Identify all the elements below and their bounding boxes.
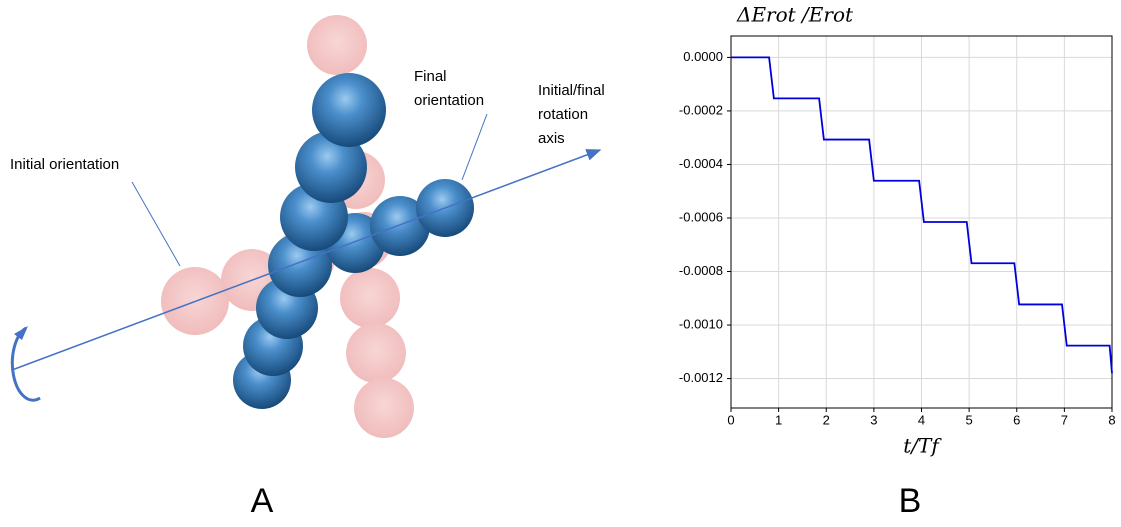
x-tick-label: 5 — [966, 412, 973, 427]
chart-title: ΔErot /Erot — [736, 3, 854, 27]
data-line — [731, 56, 1113, 374]
annotation: Final — [414, 68, 447, 85]
rotation-arrowhead — [14, 326, 28, 340]
leader-line — [461, 113, 488, 181]
y-tick-label: 0.0000 — [683, 49, 723, 64]
y-tick-label: -0.0006 — [679, 209, 723, 224]
annotation: rotation — [538, 106, 588, 123]
y-tick-label: -0.0012 — [679, 370, 723, 385]
y-tick-label: -0.0010 — [679, 316, 723, 331]
x-tick-label: 0 — [727, 412, 734, 427]
x-tick-label: 1 — [775, 412, 782, 427]
panel-label: B — [899, 482, 922, 520]
x-tick-label: 2 — [823, 412, 830, 427]
y-tick-label: -0.0002 — [679, 102, 723, 117]
annotation: Initial/final — [538, 82, 605, 99]
panel-a: Initial orientation Final orientation In… — [10, 15, 605, 520]
x-axis-label: t/Tf — [903, 434, 942, 458]
annotation: orientation — [414, 92, 484, 109]
plot-frame — [730, 35, 1113, 409]
x-tick-label: 4 — [918, 412, 925, 427]
panel-label: A — [251, 482, 274, 520]
y-tick-label: -0.0008 — [679, 263, 723, 278]
y-tick-label: -0.0004 — [679, 156, 723, 171]
annotation: axis — [538, 130, 565, 147]
x-tick-label: 7 — [1061, 412, 1068, 427]
final-spheres — [233, 73, 474, 409]
x-tick-label: 6 — [1013, 412, 1020, 427]
rotation-axis-arrow — [11, 149, 602, 371]
leader-line — [131, 181, 181, 267]
x-tick-label: 3 — [870, 412, 877, 427]
x-tick-label: 8 — [1108, 412, 1115, 427]
annotation: Initial orientation — [10, 156, 119, 173]
panel-b: B ΔErot /Erot t/Tf 0.0000 -0.0002 -0.0004 -… — [679, 3, 1116, 520]
